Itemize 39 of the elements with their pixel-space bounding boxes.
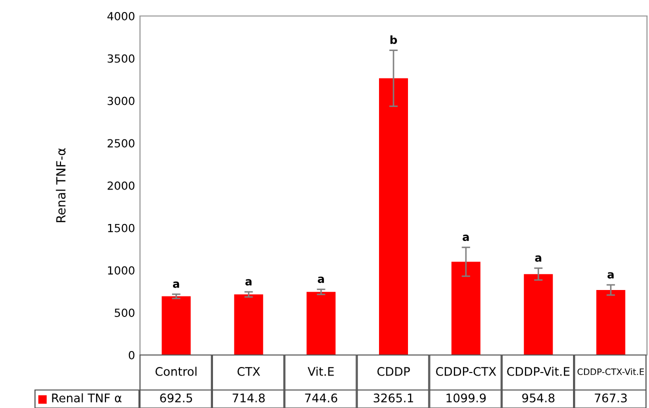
x-tick-label: CDDP (377, 366, 410, 376)
y-tick-label: 2000 (108, 181, 134, 190)
x-tick-label: CDDP-Vit.E (507, 366, 570, 376)
x-tick-label: Vit.E (308, 366, 334, 376)
y-tick-label: 500 (114, 308, 134, 318)
data-label: 3265.1 (374, 393, 414, 402)
annotation: a (462, 234, 469, 242)
bar (596, 290, 626, 355)
legend-label: Renal TNF α (52, 393, 122, 402)
data-label: 744.6 (305, 393, 338, 402)
bar (451, 262, 480, 355)
y-tick-label: 1000 (108, 266, 134, 275)
y-tick-label: 3500 (108, 54, 134, 63)
annotation: a (608, 272, 614, 279)
bar (234, 294, 264, 355)
x-tick-label: CDDP-CTX-Vit.E (578, 368, 644, 376)
y-tick-label: 1500 (108, 224, 134, 232)
annotation: a (318, 276, 324, 283)
data-label: 714.8 (232, 393, 265, 402)
annotation: b (390, 35, 397, 44)
bar (524, 274, 553, 355)
y-tick-label: 3000 (108, 96, 134, 106)
data-label: 767.3 (594, 393, 627, 402)
y-tick-label: 4000 (107, 12, 134, 20)
bar (162, 296, 191, 355)
data-label: 954.8 (522, 393, 554, 402)
bar (306, 292, 336, 355)
data-label: 692.5 (160, 393, 192, 402)
annotation: a (535, 255, 542, 262)
x-tick-label: CDDP-CTX (436, 366, 496, 376)
annotation: a (172, 282, 180, 288)
data-label: 1099.9 (446, 393, 486, 402)
bar (379, 78, 408, 355)
y-axis-title: Renal TNF-α (56, 148, 66, 222)
annotation: a (245, 279, 252, 286)
x-tick-label: Control (156, 366, 196, 376)
y-tick-label: 0 (128, 350, 134, 360)
y-tick-label: 2500 (108, 139, 134, 148)
x-tick-label: CTX (238, 366, 260, 376)
